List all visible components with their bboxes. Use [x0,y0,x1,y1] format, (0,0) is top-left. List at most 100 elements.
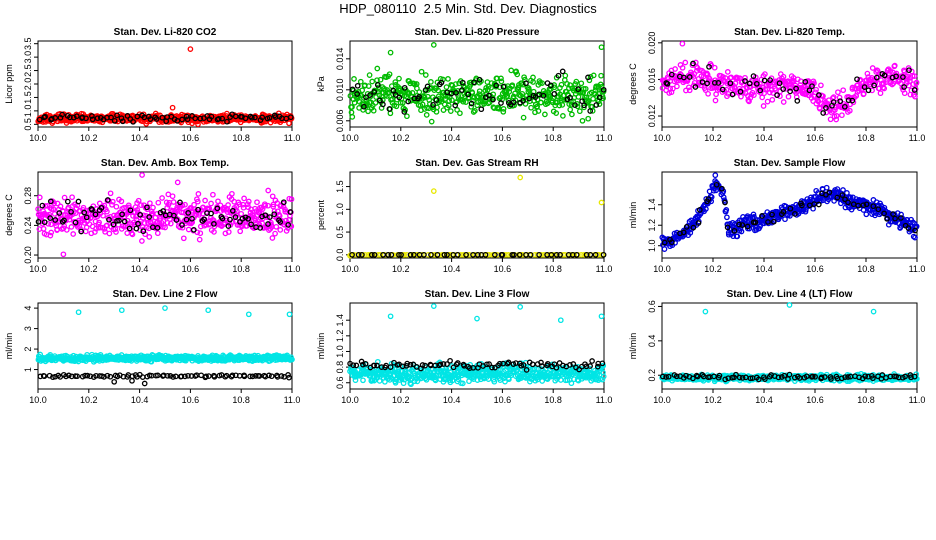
data-point [912,86,919,92]
y-tick-label: 0.8 [335,361,345,374]
y-tick-label: 0.5 [23,118,33,131]
data-point [416,93,422,100]
y-axis-label: percent [316,199,326,230]
data-point [399,363,406,370]
y-tick-label: 1.2 [647,219,657,232]
plot-frame [349,171,605,259]
data-point [528,104,534,111]
data-point [813,86,819,93]
data-point [463,251,469,258]
data-point [98,205,105,211]
series-main [347,42,607,125]
data-point [208,113,215,120]
data-point [144,204,150,211]
data-point [94,115,101,122]
data-point [252,114,258,121]
data-point [242,115,249,122]
data-point [581,104,587,111]
data-point [712,172,719,179]
data-point [419,101,426,108]
data-point [759,213,765,219]
data-point [265,221,271,227]
data-point [361,103,367,110]
data-point [421,251,427,258]
data-point [780,86,787,92]
data-point [834,186,841,192]
data-point [48,115,55,122]
data-point [153,116,160,122]
data-point [905,225,912,231]
data-point [572,102,578,108]
data-point [70,231,77,237]
data-point [897,215,904,221]
data-point [288,196,295,203]
data-point [774,208,780,215]
data-point [430,188,437,194]
data-point [244,201,251,208]
data-point [89,113,95,119]
data-point [817,105,823,112]
data-point [576,108,583,115]
data-point [776,80,783,87]
data-point [787,213,793,219]
data-point [179,116,185,123]
data-point [354,91,361,97]
data-point [892,215,898,222]
data-point [208,200,214,207]
data-point [769,211,775,218]
data-point [396,75,402,82]
y-tick-label: 1.5 [23,91,33,104]
data-point [857,76,864,83]
data-point [419,362,426,368]
data-point [854,82,861,88]
data-point [711,79,718,86]
data-point [287,114,294,121]
data-point [517,304,524,310]
data-point [68,208,74,215]
series-overlay [37,371,292,387]
data-point [860,202,867,209]
x-tick-label: 10.4 [443,133,461,143]
data-point [121,218,128,225]
data-point [575,86,582,93]
data-point [719,185,725,192]
data-point [696,207,703,213]
data-point [138,202,144,209]
data-point [780,208,787,215]
data-point [713,181,720,188]
data-point [162,305,168,311]
y-axis-label: degrees C [628,63,638,105]
data-point [840,87,847,94]
data-point [208,210,214,217]
data-point [414,378,421,385]
data-point [83,224,90,231]
data-point [861,84,868,90]
data-point [265,187,272,194]
data-point [535,108,542,114]
data-point [362,360,369,367]
data-point [59,111,65,118]
data-point [511,251,517,258]
data-point [833,113,840,119]
data-point [52,217,59,223]
data-point [564,377,571,383]
data-point [125,202,132,209]
data-point [600,251,607,258]
data-point [349,86,356,93]
data-point [884,215,890,222]
data-point [370,107,377,114]
x-tick-label: 10.8 [544,264,562,274]
data-point [661,246,668,252]
data-point [349,104,355,110]
data-point [746,80,753,87]
data-point [542,111,548,118]
x-tick-label: 10.6 [182,264,200,274]
data-point [474,315,480,322]
data-point [359,251,365,258]
data-point [438,79,445,86]
data-point [520,97,526,104]
y-tick-label: 0.24 [23,217,33,235]
panel-title: Stan. Dev. Li-820 CO2 [114,27,217,38]
data-point [551,251,558,258]
